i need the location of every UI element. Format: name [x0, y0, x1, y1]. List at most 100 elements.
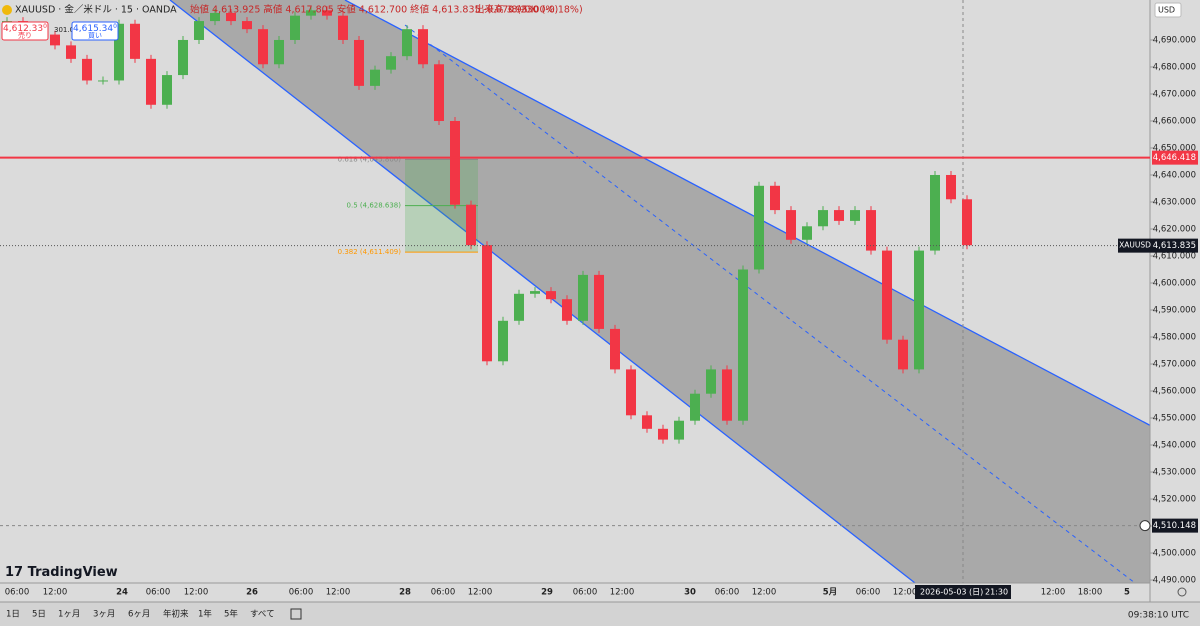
volume: 出来高 3.95 K — [475, 4, 538, 16]
x-tick-label: 06:00 — [856, 588, 881, 598]
fib-label: 0.5 (4,628.638) — [347, 202, 402, 210]
last-price-label: 4,613.835 — [1153, 241, 1196, 251]
channel-upper — [344, 0, 1156, 429]
candle — [898, 339, 908, 370]
symbol-icon — [2, 5, 12, 15]
candle — [354, 39, 364, 86]
candle — [210, 12, 220, 22]
y-tick-label: 4,660.000 — [1153, 116, 1196, 126]
x-tick-label: 12:00 — [1041, 588, 1066, 598]
candle — [370, 69, 380, 86]
candle — [610, 328, 620, 370]
y-tick-label: 4,670.000 — [1153, 89, 1196, 99]
y-tick-label: 4,490.000 — [1153, 576, 1196, 586]
candle — [178, 39, 188, 76]
x-tick-label: 18:00 — [1078, 588, 1103, 598]
y-tick-label: 4,560.000 — [1153, 387, 1196, 397]
x-tick-label: 26 — [246, 588, 258, 598]
range-button[interactable]: 1年 — [198, 609, 212, 620]
candle — [226, 12, 236, 22]
candle — [114, 23, 124, 81]
x-tick-label: 12:00 — [610, 588, 635, 598]
x-tick-label: 12:00 — [184, 588, 209, 598]
sell-price-sup[interactable]: 0 — [43, 23, 47, 30]
currency-box[interactable] — [1154, 2, 1182, 18]
x-tick-label: 06:00 — [573, 588, 598, 598]
y-tick-label: 4,570.000 — [1153, 360, 1196, 370]
cursor-time-tag — [915, 585, 1011, 599]
buy-price[interactable]: 4,615.340 — [73, 23, 117, 34]
candle — [130, 23, 140, 59]
candle — [754, 185, 764, 270]
logo-text: TradingView — [28, 565, 118, 580]
x-tick-label: 06:00 — [431, 588, 456, 598]
logo-mark: 17 — [5, 565, 28, 580]
y-tick-label: 4,600.000 — [1153, 278, 1196, 288]
sell-button[interactable] — [1, 21, 49, 41]
y-tick-label: 4,650.000 — [1153, 143, 1196, 153]
buy-label[interactable]: 買い — [88, 32, 102, 40]
cursor-time: 21:30 — [985, 588, 1008, 597]
candle — [274, 39, 284, 65]
candle — [322, 10, 332, 16]
plot: 0.618 (4,645.800) 0.5 (4,628.638) 0.382 (4… — [2, 6, 972, 444]
candle — [146, 58, 156, 105]
y-tick-label: 4,550.000 — [1153, 414, 1196, 424]
range-button[interactable]: 1ヶ月 — [58, 610, 80, 620]
symbol: XAUUSD · 金／米ドル · 15 · OANDA — [15, 4, 177, 16]
candle — [866, 210, 876, 251]
x-tick-label: 28 — [399, 588, 411, 598]
candle — [290, 15, 300, 40]
fib-label: 0.382 (4,611.409) — [338, 248, 402, 256]
sell-price-main[interactable]: 4,612.33 — [3, 24, 43, 34]
buy-price-main[interactable]: 4,615.34 — [73, 24, 113, 34]
candle — [338, 15, 348, 40]
candle — [786, 210, 796, 240]
add-alert-icon[interactable] — [1139, 520, 1151, 532]
x-tick-label: 5 — [1124, 588, 1130, 598]
candle — [770, 185, 780, 211]
range-button[interactable]: 年初来 — [163, 609, 189, 620]
footer-bar — [0, 602, 1200, 626]
cursor-date: 2026-05-03 (日) — [920, 588, 983, 597]
channel-fill — [170, 0, 1155, 583]
candle — [66, 45, 76, 59]
buy-price-sup[interactable]: 0 — [113, 23, 117, 30]
currency[interactable]: USD — [1158, 6, 1175, 15]
candle — [82, 58, 92, 81]
candle — [594, 274, 604, 329]
candle — [98, 80, 108, 82]
candle — [386, 56, 396, 70]
range-button[interactable]: 5年 — [224, 609, 238, 620]
x-tick-label: 30 — [684, 588, 696, 598]
x-tick-label: 24 — [116, 588, 128, 598]
buy-button[interactable] — [71, 21, 119, 41]
candle — [658, 428, 668, 440]
candle — [962, 199, 972, 246]
range-button[interactable]: 5日 — [32, 610, 46, 620]
candle — [258, 29, 268, 65]
candle — [306, 10, 316, 16]
y-tick-label: 4,690.000 — [1153, 35, 1196, 45]
x-tick-label: 12:00 — [468, 588, 493, 598]
candle — [162, 75, 172, 105]
settings-icon[interactable] — [1177, 587, 1187, 597]
x-tick-label: 29 — [541, 588, 553, 598]
x-tick-label: 12:00 — [43, 588, 68, 598]
sell-label[interactable]: 売り — [18, 31, 32, 40]
sell-price[interactable]: 4,612.330 — [3, 23, 47, 34]
candle — [722, 369, 732, 421]
candle — [402, 29, 412, 57]
x-tick-label: 12:00 — [893, 588, 918, 598]
channel-mid — [404, 24, 1136, 584]
date-range-icon[interactable] — [290, 608, 302, 620]
y-tick-label: 4,630.000 — [1153, 197, 1196, 207]
range-button[interactable]: 1日 — [6, 610, 20, 620]
candle — [50, 34, 60, 46]
x-tick-label: 5月 — [823, 588, 837, 598]
range-button[interactable]: 3ヶ月 — [93, 610, 115, 620]
range-button[interactable]: すべて — [250, 610, 275, 620]
range-button[interactable]: 6ヶ月 — [128, 610, 150, 620]
